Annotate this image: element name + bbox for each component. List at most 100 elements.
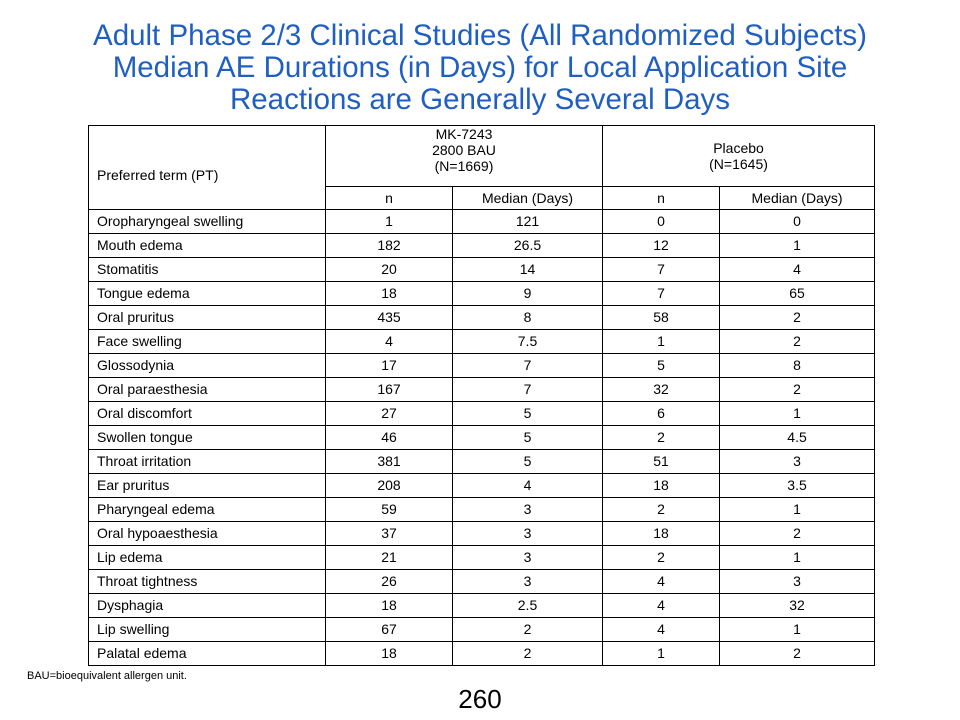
placebo-n-cell: 18 — [602, 472, 721, 498]
term-cell: Palatal edema — [88, 640, 326, 666]
mk-n-cell: 4 — [325, 328, 453, 354]
table-row: Oral pruritus 435 8 58 2 — [88, 304, 876, 330]
mk-n-cell: 18 — [325, 640, 453, 666]
table-row: Oral paraesthesia 167 7 32 2 — [88, 376, 876, 402]
mk-median-cell: 7 — [451, 352, 604, 378]
table-row: Palatal edema 18 2 1 2 — [88, 640, 876, 666]
mk-n-cell: 26 — [325, 568, 453, 594]
term-cell: Glossodynia — [88, 352, 326, 378]
placebo-median-cell: 1 — [719, 232, 876, 258]
mk-n-cell: 20 — [325, 256, 453, 282]
mk-median-cell: 2 — [451, 616, 604, 642]
placebo-group-header: Placebo (N=1645) — [602, 125, 876, 187]
placebo-median-cell: 32 — [719, 592, 876, 618]
placebo-n-cell: 1 — [602, 640, 721, 666]
ae-duration-table: Preferred term (PT) MK-7243 2800 BAU (N=… — [88, 125, 876, 666]
mk-n-cell: 167 — [325, 376, 453, 402]
term-cell: Throat tightness — [88, 568, 326, 594]
table-row: Stomatitis 20 14 7 4 — [88, 256, 876, 282]
mk-n-cell: 182 — [325, 232, 453, 258]
group-header-line: 2800 BAU — [432, 142, 496, 158]
placebo-n-cell: 58 — [602, 304, 721, 330]
placebo-median-cell: 1 — [719, 400, 876, 426]
term-cell: Oropharyngeal swelling — [88, 208, 326, 234]
placebo-median-cell: 2 — [719, 520, 876, 546]
table-row: Ear pruritus 208 4 18 3.5 — [88, 472, 876, 498]
placebo-median-cell: 2 — [719, 640, 876, 666]
table-row: Face swelling 4 7.5 1 2 — [88, 328, 876, 354]
mk-n-cell: 208 — [325, 472, 453, 498]
placebo-n-cell: 7 — [602, 256, 721, 282]
title-line: Reactions are Generally Several Days — [229, 83, 731, 116]
mk-median-cell: 5 — [451, 424, 604, 450]
mk-n-cell: 37 — [325, 520, 453, 546]
group-header-line: (N=1645) — [709, 155, 768, 172]
placebo-n-cell: 5 — [602, 352, 721, 378]
mk-median-cell: 5 — [451, 400, 604, 426]
mk-n-cell: 46 — [325, 424, 453, 450]
mk-n-cell: 435 — [325, 304, 453, 330]
col-header-n: n — [602, 185, 721, 210]
table-row: Swollen tongue 46 5 2 4.5 — [88, 424, 876, 450]
placebo-n-cell: 51 — [602, 448, 721, 474]
term-cell: Stomatitis — [88, 256, 326, 282]
placebo-median-cell: 65 — [719, 280, 876, 306]
placebo-n-cell: 2 — [602, 424, 721, 450]
term-cell: Oral pruritus — [88, 304, 326, 330]
placebo-median-cell: 1 — [719, 496, 876, 522]
mk-median-cell: 14 — [451, 256, 604, 282]
table-row: Lip edema 21 3 2 1 — [88, 544, 876, 570]
table-row: Glossodynia 17 7 5 8 — [88, 352, 876, 378]
preferred-term-header: Preferred term (PT) — [88, 125, 326, 186]
table-row: Oral discomfort 27 5 6 1 — [88, 400, 876, 426]
col-header-n: n — [325, 185, 453, 210]
placebo-n-cell: 1 — [602, 328, 721, 354]
term-cell: Lip swelling — [88, 616, 326, 642]
group-header-line: (N=1669) — [434, 158, 494, 174]
mk-median-cell: 3 — [451, 496, 604, 522]
placebo-n-cell: 4 — [602, 568, 721, 594]
title-line: Median AE Durations (in Days) for Local … — [112, 51, 848, 84]
mk-median-cell: 7.5 — [451, 328, 604, 354]
table-row: Dysphagia 18 2.5 4 32 — [88, 592, 876, 618]
page-number: 260 — [458, 684, 502, 714]
table-row: Tongue edema 18 9 7 65 — [88, 280, 876, 306]
mk-n-cell: 18 — [325, 280, 453, 306]
term-cell: Tongue edema — [88, 280, 326, 306]
mk-median-cell: 9 — [451, 280, 604, 306]
mk-n-cell: 67 — [325, 616, 453, 642]
table-row: Oropharyngeal swelling 1 121 0 0 — [88, 208, 876, 234]
group-header-line: MK-7243 — [435, 126, 493, 142]
mk-median-cell: 4 — [451, 472, 604, 498]
term-cell: Dysphagia — [88, 592, 326, 618]
mk-n-cell: 59 — [325, 496, 453, 522]
placebo-n-cell: 4 — [602, 616, 721, 642]
term-cell: Mouth edema — [88, 232, 326, 258]
term-cell: Oral paraesthesia — [88, 376, 326, 402]
mk-median-cell: 8 — [451, 304, 604, 330]
placebo-median-cell: 0 — [719, 208, 876, 234]
mk7243-group-header: MK-7243 2800 BAU (N=1669) — [324, 125, 604, 187]
placebo-median-cell: 2 — [719, 328, 876, 354]
placebo-median-cell: 4 — [719, 256, 876, 282]
placebo-n-cell: 7 — [602, 280, 721, 306]
placebo-n-cell: 6 — [602, 400, 721, 426]
mk-median-cell: 121 — [451, 208, 604, 234]
placebo-n-cell: 4 — [602, 592, 721, 618]
table-row: Throat irritation 381 5 51 3 — [88, 448, 876, 474]
placebo-median-cell: 3.5 — [719, 472, 876, 498]
col-header-median: Median (Days) — [451, 185, 604, 210]
table-body: Oropharyngeal swelling 1 121 0 0 Mouth edema 1… — [88, 208, 876, 666]
placebo-n-cell: 12 — [602, 232, 721, 258]
placebo-median-cell: 4.5 — [719, 424, 876, 450]
mk-median-cell: 2 — [451, 640, 604, 666]
placebo-median-cell: 8 — [719, 352, 876, 378]
mk-median-cell: 3 — [451, 568, 604, 594]
placebo-median-cell: 3 — [719, 568, 876, 594]
title-line: Adult Phase 2/3 Clinical Studies (All Ra… — [93, 19, 867, 52]
mk-median-cell: 2.5 — [451, 592, 604, 618]
placebo-n-cell: 2 — [602, 544, 721, 570]
mk-n-cell: 17 — [325, 352, 453, 378]
mk-median-cell: 5 — [451, 448, 604, 474]
mk-n-cell: 1 — [325, 208, 453, 234]
